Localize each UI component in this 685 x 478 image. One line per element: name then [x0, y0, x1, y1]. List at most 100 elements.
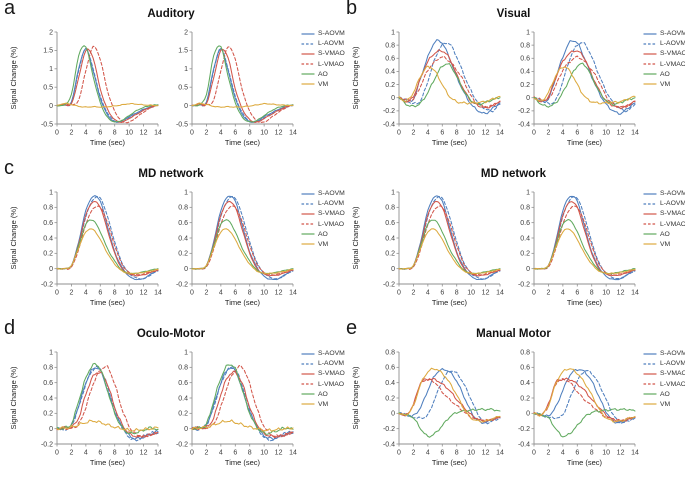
legend-item-L-VMAO: L-VMAO	[301, 61, 345, 68]
x-tick-label: 8	[590, 290, 594, 297]
x-tick-label: 0	[55, 290, 59, 297]
plots-row: -0.2 0 0.2 0.4 0.6 0.8 1 0 2 4 6 8 10 12 14 Time (sec) S…	[6, 346, 345, 470]
y-tick-label: -0.5	[41, 121, 53, 128]
x-tick-label: 6	[440, 450, 444, 457]
series-line-S-VMAO	[398, 49, 501, 109]
series-line-S-VMAO	[56, 372, 159, 438]
legend-label: S-AOVM	[318, 30, 345, 37]
x-tick-label: 4	[426, 290, 430, 297]
x-tick-label: 14	[154, 130, 162, 137]
legend-item-S-VMAO: S-VMAO	[643, 370, 685, 377]
legend-item-L-VMAO: L-VMAO	[301, 221, 345, 228]
legend-item-L-AOVM: L-AOVM	[643, 360, 685, 367]
y-tick-label: -0.2	[176, 441, 188, 448]
y-axis-label: Signal Change (%)	[351, 206, 360, 269]
series-line-AO	[398, 63, 501, 108]
legend-item-L-VMAO: L-VMAO	[643, 221, 685, 228]
legend-label: L-AOVM	[660, 360, 685, 368]
legend-label: L-AOVM	[660, 40, 685, 48]
y-tick-label: 0.5	[178, 85, 188, 92]
x-tick-label: 8	[455, 450, 459, 457]
panel-letter: a	[4, 0, 16, 19]
x-tick-label: 4	[561, 290, 565, 297]
y-tick-label: 0.2	[520, 251, 530, 258]
y-tick-label: 0	[526, 95, 530, 102]
x-axis-label: Time (sec)	[567, 298, 603, 307]
x-tick-label: 10	[260, 290, 268, 297]
series-line-VM	[56, 228, 159, 275]
series-line-AO	[56, 45, 159, 123]
series-line-S-VMAO	[56, 48, 159, 123]
x-axis-label: Time (sec)	[90, 298, 126, 307]
dashed-line-swatch-icon	[643, 203, 657, 205]
y-tick-label: 0.2	[520, 395, 530, 402]
series-line-L-AOVM	[398, 370, 501, 425]
solid-line-swatch-icon	[643, 213, 657, 215]
x-tick-label: 14	[154, 290, 162, 297]
dashed-line-swatch-icon	[301, 363, 315, 365]
x-tick-label: 0	[55, 450, 59, 457]
y-tick-label: -0.2	[518, 426, 530, 433]
y-tick-label: 0.8	[520, 205, 530, 212]
x-tick-label: 14	[496, 130, 504, 137]
legend: S-AOVM L-AOVM S-VMAO L-VMAO AO VM	[643, 190, 685, 248]
x-tick-label: 2	[411, 450, 415, 457]
legend-label: L-VMAO	[660, 60, 685, 68]
x-tick-label: 6	[233, 130, 237, 137]
legend-item-AO: AO	[643, 391, 685, 398]
x-tick-label: 6	[233, 290, 237, 297]
legend-item-S-VMAO: S-VMAO	[301, 210, 345, 217]
panel-title: MD network	[138, 168, 204, 180]
legend-item-VM: VM	[643, 401, 685, 408]
y-tick-label: 0.8	[178, 365, 188, 372]
y-tick-label: 0.4	[178, 235, 188, 242]
panel-group-c-right: MD network -0.2 0 0.2 0.4 0.6 0.8 1 0 2 4 6 8 10 12 14…	[342, 160, 685, 320]
legend-label: S-AOVM	[318, 350, 345, 357]
panel-title: Auditory	[147, 8, 195, 20]
x-tick-label: 4	[84, 290, 88, 297]
y-tick-label: 0.2	[520, 82, 530, 89]
panel-letter: c	[4, 157, 14, 179]
x-tick-label: 10	[125, 290, 133, 297]
legend-label: S-VMAO	[660, 50, 685, 58]
x-axis-label: Time (sec)	[90, 138, 126, 147]
series-line-S-AOVM	[191, 366, 294, 441]
x-tick-label: 2	[69, 130, 73, 137]
legend-label: S-AOVM	[318, 190, 345, 197]
x-axis-label: Time (sec)	[432, 298, 468, 307]
y-tick-label: -0.4	[518, 441, 530, 448]
x-axis-label: Time (sec)	[225, 458, 261, 467]
series-line-AO	[56, 362, 159, 435]
y-tick-label: 0.6	[385, 56, 395, 63]
solid-line-swatch-icon	[301, 73, 315, 75]
y-tick-label: 1	[526, 29, 530, 36]
solid-line-swatch-icon	[643, 373, 657, 375]
x-tick-label: 4	[84, 130, 88, 137]
series-line-VM	[398, 65, 501, 105]
legend-label: AO	[660, 70, 670, 78]
x-tick-label: 12	[617, 450, 625, 457]
y-axis-label: Signal Change (%)	[351, 366, 360, 429]
legend: S-AOVM L-AOVM S-VMAO L-VMAO AO VM	[643, 350, 685, 408]
plots-row: -0.2 0 0.2 0.4 0.6 0.8 1 0 2 4 6 8 10 12 14 Time (sec) S…	[348, 186, 685, 310]
x-tick-label: 0	[532, 130, 536, 137]
y-tick-label: 0.4	[178, 395, 188, 402]
solid-line-swatch-icon	[643, 403, 657, 406]
y-tick-label: 0.2	[178, 251, 188, 258]
y-tick-label: -0.2	[383, 108, 395, 115]
panel-letter: b	[346, 0, 358, 19]
legend-item-AO: AO	[301, 231, 345, 238]
x-tick-label: 10	[260, 130, 268, 137]
legend-item-L-VMAO: L-VMAO	[643, 61, 685, 68]
x-tick-label: 12	[275, 130, 283, 137]
legend-item-AO: AO	[301, 391, 345, 398]
series-line-L-VMAO	[56, 205, 159, 276]
series-line-S-AOVM	[533, 195, 636, 281]
legend-item-S-AOVM: S-AOVM	[643, 350, 685, 357]
solid-line-swatch-icon	[643, 192, 657, 195]
y-tick-label: 0.8	[43, 365, 53, 372]
legend-item-VM: VM	[643, 81, 685, 88]
